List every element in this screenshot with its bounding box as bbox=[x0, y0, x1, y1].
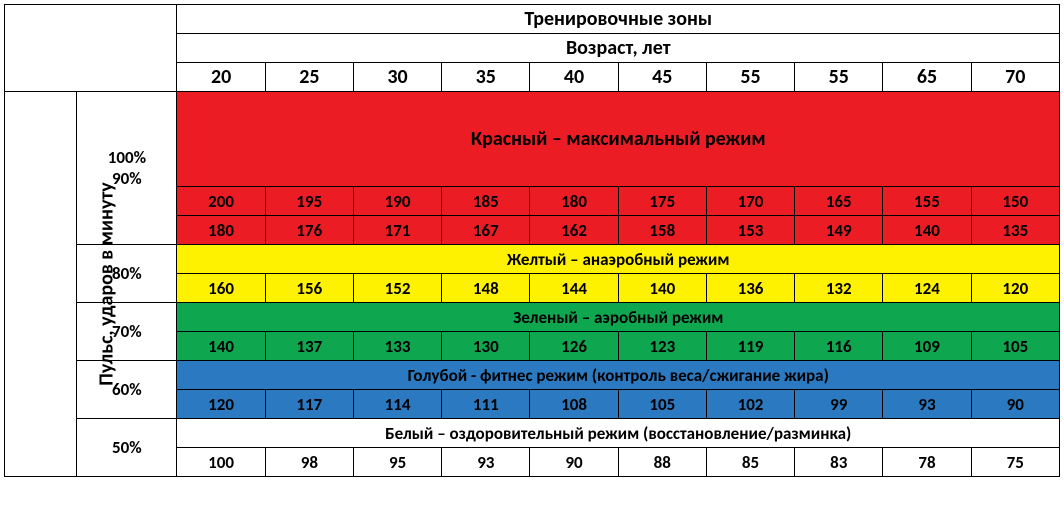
hr-cell: 156 bbox=[265, 274, 353, 303]
training-zones-table: Тренировочные зоны Возраст, лет 20 25 30… bbox=[4, 4, 1060, 477]
hr-cell: 175 bbox=[618, 187, 706, 216]
age-cell: 55 bbox=[706, 63, 794, 92]
zone-white-label: Белый – оздоровительный режим (восстанов… bbox=[177, 419, 1060, 448]
hr-cell: 123 bbox=[618, 332, 706, 361]
age-cell: 35 bbox=[442, 63, 530, 92]
age-cell: 25 bbox=[265, 63, 353, 92]
pct-label: 100% 90% bbox=[77, 92, 177, 245]
hr-cell: 102 bbox=[706, 390, 794, 419]
age-cell: 55 bbox=[795, 63, 883, 92]
pct-label: 70% bbox=[77, 303, 177, 361]
hr-cell: 170 bbox=[706, 187, 794, 216]
hr-cell: 160 bbox=[177, 274, 265, 303]
zone-blue-label: Голубой - фитнес режим (контроль веса/сж… bbox=[177, 361, 1060, 390]
header-blank bbox=[5, 5, 177, 92]
hr-cell: 85 bbox=[706, 448, 794, 477]
zone-green-label: Зеленый – аэробный режим bbox=[177, 303, 1060, 332]
pct-label: 50% bbox=[77, 419, 177, 477]
age-cell: 40 bbox=[530, 63, 618, 92]
hr-cell: 78 bbox=[883, 448, 971, 477]
hr-cell: 136 bbox=[706, 274, 794, 303]
hr-cell: 148 bbox=[442, 274, 530, 303]
hr-cell: 144 bbox=[530, 274, 618, 303]
hr-cell: 98 bbox=[265, 448, 353, 477]
hr-cell: 165 bbox=[795, 187, 883, 216]
hr-cell: 124 bbox=[883, 274, 971, 303]
hr-cell: 176 bbox=[265, 216, 353, 245]
hr-cell: 200 bbox=[177, 187, 265, 216]
hr-cell: 152 bbox=[353, 274, 441, 303]
hr-cell: 114 bbox=[353, 390, 441, 419]
zone-yellow-label: Желтый – анаэробный режим bbox=[177, 245, 1060, 274]
hr-cell: 140 bbox=[883, 216, 971, 245]
hr-cell: 133 bbox=[353, 332, 441, 361]
side-label: Пульс, ударов в минуту bbox=[95, 182, 119, 385]
hr-cell: 90 bbox=[971, 390, 1059, 419]
hr-cell: 162 bbox=[530, 216, 618, 245]
hr-cell: 120 bbox=[971, 274, 1059, 303]
age-cell: 45 bbox=[618, 63, 706, 92]
hr-cell: 140 bbox=[177, 332, 265, 361]
hr-cell: 105 bbox=[971, 332, 1059, 361]
hr-cell: 83 bbox=[795, 448, 883, 477]
hr-cell: 116 bbox=[795, 332, 883, 361]
hr-cell: 93 bbox=[442, 448, 530, 477]
hr-cell: 195 bbox=[265, 187, 353, 216]
hr-cell: 153 bbox=[706, 216, 794, 245]
age-cell: 70 bbox=[971, 63, 1059, 92]
hr-cell: 75 bbox=[971, 448, 1059, 477]
hr-cell: 185 bbox=[442, 187, 530, 216]
age-cell: 65 bbox=[883, 63, 971, 92]
hr-cell: 135 bbox=[971, 216, 1059, 245]
pct-label: 60% bbox=[77, 361, 177, 419]
hr-cell: 158 bbox=[618, 216, 706, 245]
hr-cell: 119 bbox=[706, 332, 794, 361]
hr-cell: 117 bbox=[265, 390, 353, 419]
hr-cell: 130 bbox=[442, 332, 530, 361]
age-cell: 30 bbox=[353, 63, 441, 92]
hr-cell: 100 bbox=[177, 448, 265, 477]
hr-cell: 109 bbox=[883, 332, 971, 361]
hr-cell: 88 bbox=[618, 448, 706, 477]
hr-cell: 180 bbox=[177, 216, 265, 245]
hr-cell: 120 bbox=[177, 390, 265, 419]
hr-cell: 132 bbox=[795, 274, 883, 303]
hr-cell: 95 bbox=[353, 448, 441, 477]
age-cell: 20 bbox=[177, 63, 265, 92]
hr-cell: 155 bbox=[883, 187, 971, 216]
hr-cell: 111 bbox=[442, 390, 530, 419]
pct-label: 80% bbox=[77, 245, 177, 303]
hr-cell: 149 bbox=[795, 216, 883, 245]
zone-red-label: Красный – максимальный режим bbox=[177, 92, 1060, 187]
hr-cell: 90 bbox=[530, 448, 618, 477]
hr-cell: 190 bbox=[353, 187, 441, 216]
hr-cell: 180 bbox=[530, 187, 618, 216]
hr-cell: 140 bbox=[618, 274, 706, 303]
hr-cell: 108 bbox=[530, 390, 618, 419]
header-title: Тренировочные зоны bbox=[177, 5, 1060, 34]
hr-cell: 137 bbox=[265, 332, 353, 361]
hr-cell: 105 bbox=[618, 390, 706, 419]
hr-cell: 150 bbox=[971, 187, 1059, 216]
hr-cell: 93 bbox=[883, 390, 971, 419]
header-sub: Возраст, лет bbox=[177, 34, 1060, 63]
hr-cell: 171 bbox=[353, 216, 441, 245]
hr-cell: 99 bbox=[795, 390, 883, 419]
side-label-cell: Пульс, ударов в минуту bbox=[5, 92, 77, 477]
hr-cell: 126 bbox=[530, 332, 618, 361]
hr-cell: 167 bbox=[442, 216, 530, 245]
